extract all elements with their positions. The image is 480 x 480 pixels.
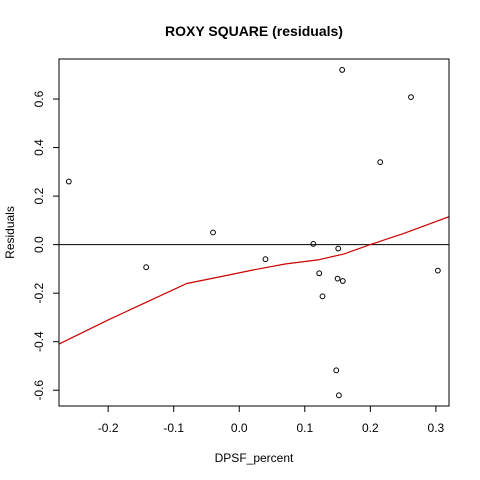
plot-frame xyxy=(58,58,450,407)
data-point xyxy=(319,293,326,300)
x-tick-label: 0.2 xyxy=(362,421,379,435)
x-tick-label: 0.1 xyxy=(296,421,313,435)
data-point xyxy=(316,270,323,277)
x-tick-label: -0.2 xyxy=(98,421,119,435)
y-tick-label: 0.6 xyxy=(32,90,46,107)
y-tick-label: 0.0 xyxy=(32,236,46,253)
y-tick-label: -0.2 xyxy=(32,283,46,304)
y-tick-label: -0.4 xyxy=(32,331,46,352)
data-point xyxy=(339,278,346,284)
x-axis: -0.2 -0.1 0.0 0.1 0.2 0.3 xyxy=(98,406,445,435)
plot-marks xyxy=(59,67,449,399)
data-point xyxy=(334,275,341,282)
data-point xyxy=(65,178,72,185)
data-point xyxy=(310,241,317,247)
data-point xyxy=(262,256,269,263)
x-tick-label: 0.3 xyxy=(428,421,445,435)
data-point xyxy=(143,264,150,271)
data-point xyxy=(335,392,342,399)
data-point xyxy=(333,367,340,374)
smooth-trend-line xyxy=(59,216,449,345)
y-tick-label: 0.4 xyxy=(32,139,46,156)
x-axis-label: DPSF_percent xyxy=(215,451,294,465)
y-tick-label: 0.2 xyxy=(32,187,46,204)
data-point xyxy=(210,229,216,236)
x-tick-label: -0.1 xyxy=(163,421,184,435)
data-point xyxy=(335,245,342,252)
data-point xyxy=(377,159,384,166)
data-point xyxy=(408,94,414,100)
y-axis: -0.6 -0.4 -0.2 0.0 0.2 0.4 0.6 xyxy=(32,90,59,401)
data-point xyxy=(339,67,346,73)
y-axis-label: Residuals xyxy=(3,206,17,259)
x-tick-label: 0.0 xyxy=(231,421,248,435)
y-tick-label: -0.6 xyxy=(32,380,46,401)
chart-title: ROXY SQUARE (residuals) xyxy=(165,23,343,39)
data-point xyxy=(434,267,441,274)
